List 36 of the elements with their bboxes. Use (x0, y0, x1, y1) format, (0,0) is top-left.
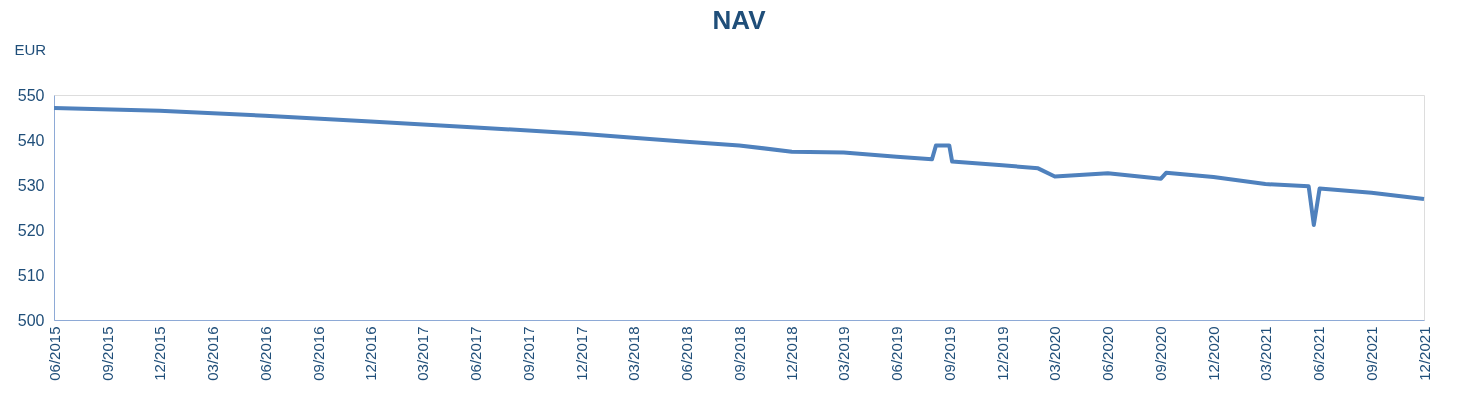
x-tick-label: 09/2017 (520, 326, 538, 381)
x-tick-label: 06/2018 (677, 326, 695, 381)
x-tick-label: 03/2019 (835, 326, 853, 381)
x-tick-label: 06/2015 (45, 326, 63, 381)
x-tick-label: 06/2019 (888, 326, 906, 381)
y-tick-label: 520 (17, 221, 45, 239)
x-tick-label: 09/2015 (98, 326, 116, 381)
x-tick-label: 09/2019 (941, 326, 959, 381)
y-tick-label: 530 (17, 176, 45, 194)
x-tick-label: 03/2017 (414, 326, 432, 381)
x-tick-label: 03/2020 (1046, 326, 1064, 381)
x-tick-label: 06/2016 (256, 326, 274, 381)
chart-title: NAV (712, 5, 767, 35)
x-tick-label: 12/2015 (151, 326, 169, 381)
y-tick-label: 550 (17, 86, 45, 104)
x-tick-label: 03/2016 (203, 326, 221, 381)
y-tick-label: 540 (17, 131, 45, 149)
x-tick-label: 03/2021 (1256, 326, 1274, 381)
x-tick-label: 12/2019 (993, 326, 1011, 381)
x-tick-label: 06/2017 (467, 326, 485, 381)
x-tick-label: 12/2021 (1415, 326, 1433, 381)
x-tick-label: 09/2020 (1152, 326, 1170, 381)
x-tick-label: 12/2018 (783, 326, 801, 381)
x-tick-label: 09/2018 (730, 326, 748, 381)
x-tick-label: 09/2021 (1363, 326, 1381, 381)
x-tick-label: 06/2020 (1099, 326, 1117, 381)
x-tick-label: 09/2016 (309, 326, 327, 381)
y-tick-label: 500 (17, 311, 45, 329)
x-tick-label: 12/2020 (1204, 326, 1222, 381)
x-tick-label: 06/2021 (1309, 326, 1327, 381)
x-tick-label: 12/2016 (362, 326, 380, 381)
y-axis-title: EUR (14, 40, 47, 58)
line-series (52, 106, 1426, 228)
x-tick-label: 03/2018 (624, 326, 642, 381)
y-tick-label: 510 (17, 266, 45, 284)
x-tick-label: 12/2017 (572, 326, 590, 381)
